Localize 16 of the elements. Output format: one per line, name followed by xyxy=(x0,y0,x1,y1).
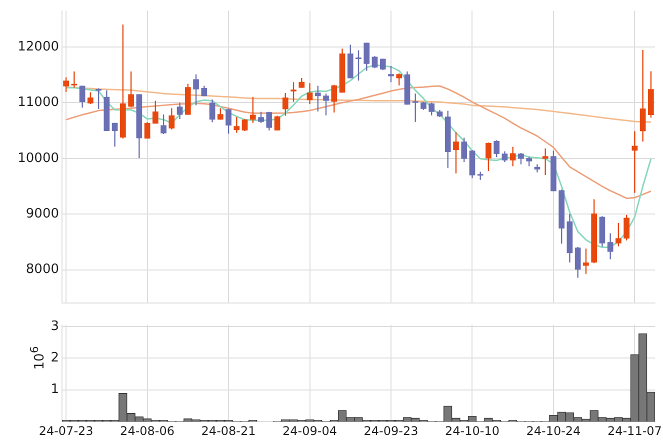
x-tick-label: 24-07-23 xyxy=(38,424,94,438)
x-tick-label: 24-10-24 xyxy=(526,424,581,438)
y-tick-label: 12000 xyxy=(18,39,59,54)
y-tick-label: 3 xyxy=(50,318,59,334)
y-tick-label: 8000 xyxy=(26,262,59,278)
y-tick-label: 10000 xyxy=(18,150,59,166)
y-tick-label: 11000 xyxy=(18,95,59,110)
x-tick-label: 24-10-10 xyxy=(444,424,500,438)
x-tick-label: 24-08-06 xyxy=(120,424,175,438)
y-tick-label: 2 xyxy=(50,350,59,366)
x-tick-label: 24-08-21 xyxy=(201,424,256,438)
x-tick-label: 24-09-23 xyxy=(364,424,418,438)
y-tick-label: 9000 xyxy=(26,206,59,222)
x-tick-label: 24-09-04 xyxy=(282,424,337,438)
x-tick-label: 24-11-07 xyxy=(607,424,662,438)
y-tick-label: 1 xyxy=(50,382,59,398)
